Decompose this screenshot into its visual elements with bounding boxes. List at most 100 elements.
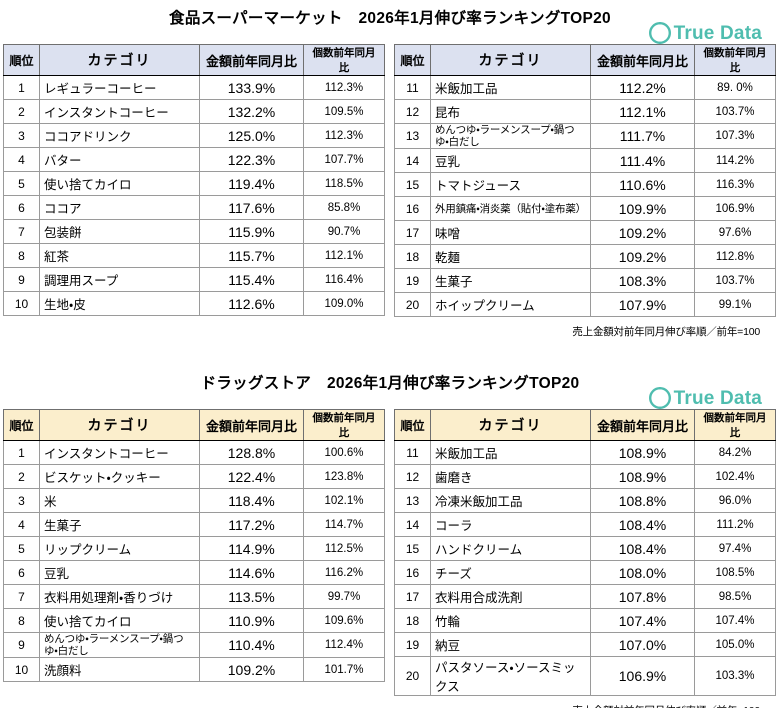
table-row: 18 乾麺 109.2% 112.8%: [394, 244, 776, 270]
table-row: 20 ホイップクリーム 107.9% 99.1%: [394, 292, 776, 318]
ranking-tables: 順位 カテゴリ 金額前年同月比 個数前年同月比 1 インスタントコーヒー 128.8…: [0, 409, 780, 696]
cell-quantity-yoy: 102.4%: [694, 464, 776, 489]
cell-rank: 11: [394, 440, 431, 465]
table-row: 4 生菓子 117.2% 114.7%: [3, 512, 385, 537]
cell-category: レギュラーコーヒー: [39, 75, 200, 100]
cell-rank: 16: [394, 196, 431, 222]
column-header-quantity-yoy: 個数前年同月比: [694, 44, 776, 76]
cell-amount-yoy: 111.7%: [590, 122, 695, 150]
column-header-quantity-yoy: 個数前年同月比: [303, 44, 385, 76]
cell-category: 紅茶: [39, 243, 200, 268]
table-header-row: 順位 カテゴリ 金額前年同月比 個数前年同月比: [394, 409, 776, 441]
cell-rank: 9: [3, 267, 40, 292]
cell-rank: 8: [3, 243, 40, 268]
cell-rank: 7: [3, 219, 40, 244]
cell-rank: 19: [394, 268, 431, 294]
true-data-bar-chart-circle-icon: [648, 387, 671, 409]
table-header-row: 順位 カテゴリ 金額前年同月比 個数前年同月比: [394, 44, 776, 76]
cell-amount-yoy: 117.6%: [199, 195, 304, 220]
cell-quantity-yoy: 84.2%: [694, 440, 776, 465]
cell-amount-yoy: 110.9%: [199, 608, 304, 633]
cell-rank: 6: [3, 560, 40, 585]
cell-quantity-yoy: 103.7%: [694, 268, 776, 294]
cell-rank: 15: [394, 172, 431, 198]
table-row: 18 竹輪 107.4% 107.4%: [394, 608, 776, 633]
section-title: ドラッグストア 2026年1月伸び率ランキングTOP20: [200, 375, 580, 392]
cell-category: 使い捨てカイロ: [39, 171, 200, 196]
cell-category: 昆布: [430, 99, 591, 124]
cell-amount-yoy: 114.6%: [199, 560, 304, 585]
cell-amount-yoy: 107.8%: [590, 584, 695, 609]
cell-quantity-yoy: 116.4%: [303, 267, 385, 292]
table-row: 11 米飯加工品 108.9% 84.2%: [394, 440, 776, 465]
column-header-amount-yoy: 金額前年同月比: [199, 409, 304, 441]
column-header-amount-yoy: 金額前年同月比: [590, 409, 695, 441]
table-row: 7 包装餅 115.9% 90.7%: [3, 219, 385, 244]
cell-rank: 8: [3, 608, 40, 633]
cell-rank: 17: [394, 220, 431, 246]
cell-category: 納豆: [430, 632, 591, 657]
cell-category: インスタントコーヒー: [39, 440, 200, 465]
cell-category: 乾麺: [430, 244, 591, 270]
ranking-table-right-wrap: 順位 カテゴリ 金額前年同月比 個数前年同月比 11 米飯加工品 108.9% 84.…: [394, 409, 776, 696]
table-row: 16 チーズ 108.0% 108.5%: [394, 560, 776, 585]
cell-rank: 13: [394, 122, 431, 150]
cell-rank: 18: [394, 244, 431, 270]
table-row: 10 洗顔料 109.2% 101.7%: [3, 657, 385, 683]
cell-quantity-yoy: 101.7%: [303, 657, 385, 683]
cell-category: 豆乳: [39, 560, 200, 585]
cell-category: 調理用スープ: [39, 267, 200, 292]
table-row: 16 外用鎮痛・消炎薬（貼付・塗布薬） 109.9% 106.9%: [394, 196, 776, 222]
cell-quantity-yoy: 114.2%: [694, 148, 776, 174]
cell-amount-yoy: 108.9%: [590, 440, 695, 465]
cell-rank: 3: [3, 123, 40, 148]
cell-amount-yoy: 108.8%: [590, 488, 695, 513]
column-header-category: カテゴリ: [39, 409, 200, 441]
cell-quantity-yoy: 96.0%: [694, 488, 776, 513]
cell-quantity-yoy: 112.3%: [303, 75, 385, 100]
cell-quantity-yoy: 105.0%: [694, 632, 776, 657]
cell-category: 外用鎮痛・消炎薬（貼付・塗布薬）: [430, 196, 591, 222]
cell-category: 使い捨てカイロ: [39, 608, 200, 633]
ranking-table-right: 順位 カテゴリ 金額前年同月比 個数前年同月比 11 米飯加工品 108.9% 84.…: [394, 409, 776, 696]
cell-rank: 9: [3, 631, 40, 659]
table-row: 2 ビスケット・クッキー 122.4% 123.8%: [3, 464, 385, 489]
cell-quantity-yoy: 109.6%: [303, 608, 385, 633]
cell-category: 生菓子: [39, 512, 200, 537]
column-header-rank: 順位: [3, 409, 40, 441]
cell-amount-yoy: 113.5%: [199, 584, 304, 609]
cell-quantity-yoy: 112.4%: [303, 631, 385, 659]
cell-category: 衣料用処理剤・香りづけ: [39, 584, 200, 609]
cell-quantity-yoy: 123.8%: [303, 464, 385, 489]
cell-amount-yoy: 109.2%: [590, 244, 695, 270]
table-row: 2 インスタントコーヒー 132.2% 109.5%: [3, 99, 385, 124]
ranking-table-left-body: 1 インスタントコーヒー 128.8% 100.6% 2 ビスケット・クッキー 122.4%…: [3, 440, 385, 683]
ranking-tables: 順位 カテゴリ 金額前年同月比 個数前年同月比 1 レギュラーコーヒー 133.9%…: [0, 44, 780, 318]
ranking-table-left-wrap: 順位 カテゴリ 金額前年同月比 個数前年同月比 1 レギュラーコーヒー 133.9%…: [3, 44, 385, 317]
cell-quantity-yoy: 112.5%: [303, 536, 385, 561]
cell-quantity-yoy: 112.1%: [303, 243, 385, 268]
cell-quantity-yoy: 106.9%: [694, 196, 776, 222]
ranking-table-right: 順位 カテゴリ 金額前年同月比 個数前年同月比 11 米飯加工品 112.2% 89.…: [394, 44, 776, 318]
cell-amount-yoy: 108.3%: [590, 268, 695, 294]
cell-category: 包装餅: [39, 219, 200, 244]
cell-quantity-yoy: 99.7%: [303, 584, 385, 609]
true-data-logo: True Data: [648, 22, 762, 44]
ranking-section-food-supermarket: 食品スーパーマーケット 2026年1月伸び率ランキングTOP20 True Da…: [0, 10, 780, 338]
cell-rank: 2: [3, 99, 40, 124]
cell-category: 生地・皮: [39, 291, 200, 316]
cell-category: トマトジュース: [430, 172, 591, 198]
cell-rank: 20: [394, 292, 431, 318]
cell-rank: 14: [394, 148, 431, 174]
cell-amount-yoy: 108.0%: [590, 560, 695, 585]
cell-quantity-yoy: 118.5%: [303, 171, 385, 196]
cell-amount-yoy: 115.7%: [199, 243, 304, 268]
cell-quantity-yoy: 108.5%: [694, 560, 776, 585]
cell-rank: 12: [394, 464, 431, 489]
table-row: 9 めんつゆ・ラーメンスープ・鍋つゆ・白だし 110.4% 112.4%: [3, 631, 385, 659]
table-row: 5 使い捨てカイロ 119.4% 118.5%: [3, 171, 385, 196]
cell-amount-yoy: 110.4%: [199, 631, 304, 659]
cell-rank: 12: [394, 99, 431, 124]
table-row: 6 ココア 117.6% 85.8%: [3, 195, 385, 220]
